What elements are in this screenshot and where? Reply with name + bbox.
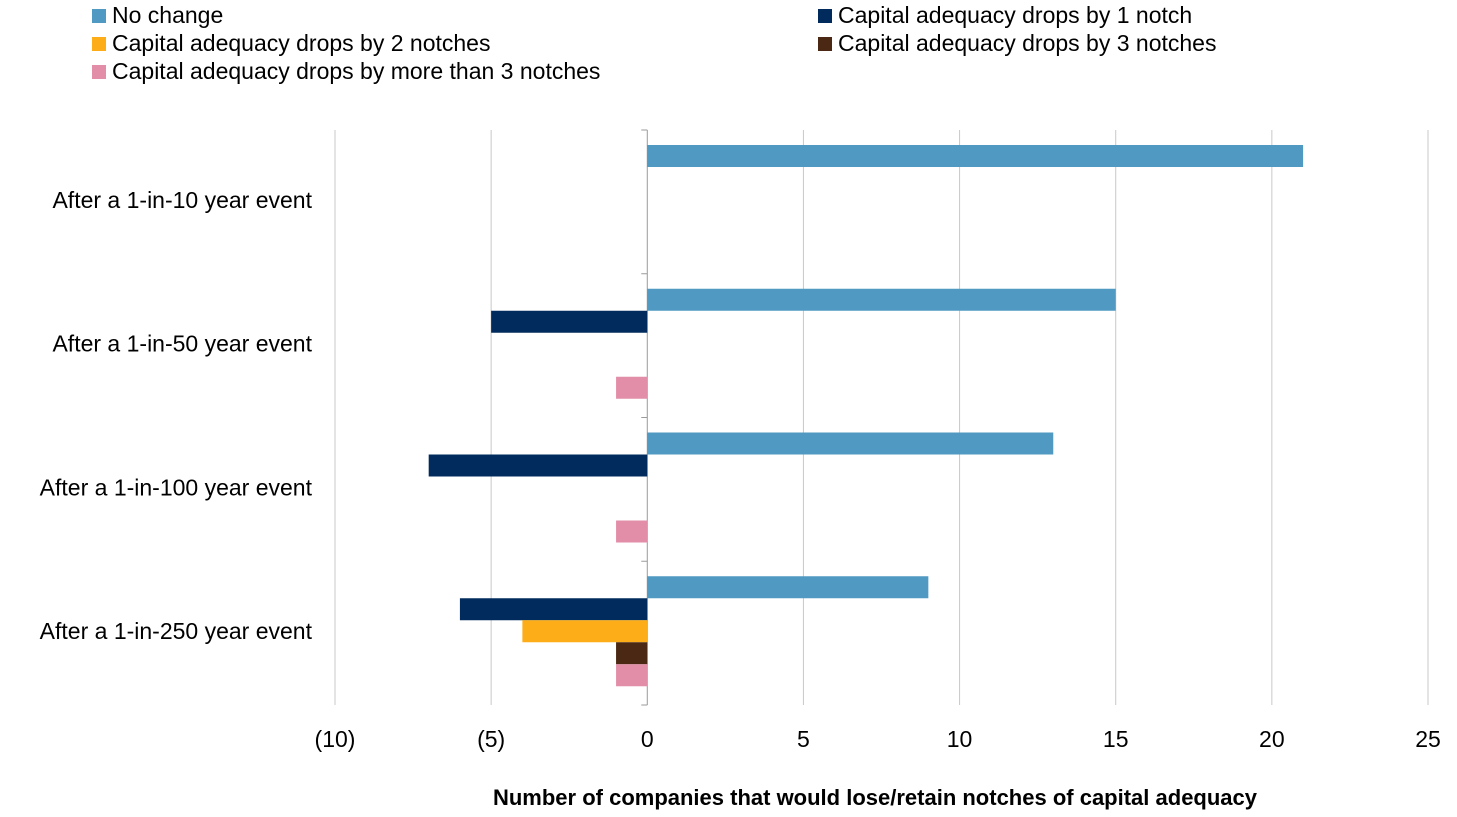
legend-item: Capital adequacy drops by 3 notches bbox=[818, 30, 1216, 57]
legend-label: No change bbox=[112, 2, 224, 28]
bar bbox=[522, 620, 648, 643]
legend-label: Capital adequacy drops by 1 notch bbox=[838, 2, 1193, 28]
bar bbox=[616, 664, 648, 687]
bar bbox=[616, 376, 648, 399]
legend-item: Capital adequacy drops by 2 notches bbox=[92, 30, 490, 57]
legend-item: Capital adequacy drops by more than 3 no… bbox=[92, 58, 600, 85]
bar bbox=[616, 642, 648, 665]
x-tick-label: 15 bbox=[1103, 726, 1129, 752]
x-tick-label: 20 bbox=[1259, 726, 1285, 752]
category-label: After a 1-in-50 year event bbox=[52, 331, 312, 357]
legend-swatch bbox=[92, 36, 106, 51]
legend-swatch bbox=[92, 64, 106, 79]
bar bbox=[616, 520, 648, 543]
legend-swatch bbox=[818, 36, 832, 51]
legend-item: Capital adequacy drops by 1 notch bbox=[818, 2, 1192, 29]
x-axis-title: Number of companies that would lose/reta… bbox=[493, 785, 1258, 810]
x-tick-label: (10) bbox=[315, 726, 356, 752]
legend-label: Capital adequacy drops by 2 notches bbox=[112, 30, 491, 56]
category-label: After a 1-in-100 year event bbox=[40, 474, 313, 500]
x-tick-label: (5) bbox=[477, 726, 505, 752]
legend-swatch bbox=[818, 8, 832, 23]
category-label: After a 1-in-250 year event bbox=[40, 618, 313, 644]
bar bbox=[428, 454, 648, 477]
x-tick-label: 25 bbox=[1415, 726, 1441, 752]
bar bbox=[647, 145, 1304, 167]
x-tick-label: 5 bbox=[797, 726, 810, 752]
legend-label: Capital adequacy drops by 3 notches bbox=[838, 30, 1217, 56]
legend-item: No change bbox=[92, 2, 223, 29]
bar bbox=[459, 598, 648, 621]
x-tick-label: 0 bbox=[641, 726, 654, 752]
bar bbox=[647, 432, 1054, 455]
x-tick-label: 10 bbox=[947, 726, 973, 752]
legend-label: Capital adequacy drops by more than 3 no… bbox=[112, 58, 601, 84]
category-label: After a 1-in-10 year event bbox=[52, 187, 312, 213]
bar bbox=[647, 576, 929, 599]
legend-swatch bbox=[92, 8, 106, 23]
bar bbox=[491, 310, 648, 333]
bar bbox=[647, 288, 1116, 311]
